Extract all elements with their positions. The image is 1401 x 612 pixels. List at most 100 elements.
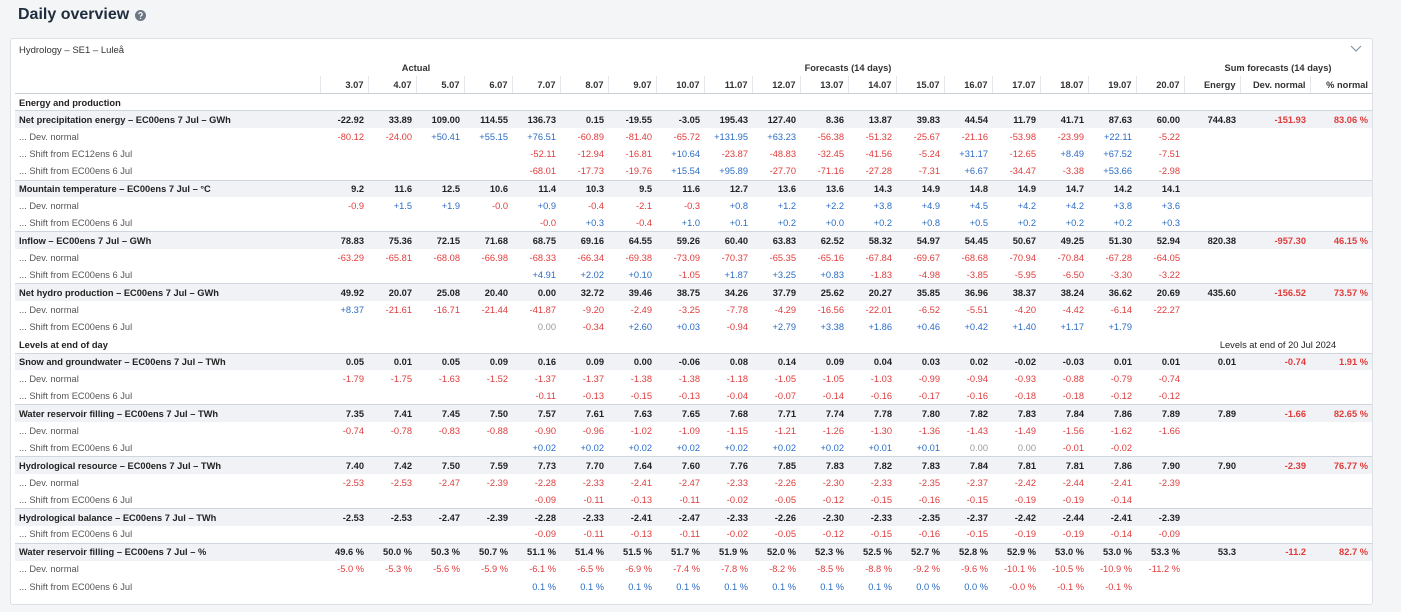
metric-row: Net precipitation energy – EC00ens 7 Jul… <box>15 110 1372 129</box>
value-cell: -0.17 <box>918 391 940 402</box>
value-cell: -2.39 <box>486 477 508 488</box>
empty-cell <box>1240 179 1310 198</box>
value-cell: +0.3 <box>1161 218 1180 229</box>
value-cell: -64.05 <box>1153 252 1180 263</box>
value-cell: 51.9 % <box>704 542 752 561</box>
value-cell: 20.69 <box>1136 283 1184 302</box>
value-cell: +2.2 <box>825 201 844 212</box>
metric-row: Hydrological balance – EC00ens 7 Jul – T… <box>15 508 1372 527</box>
column-header: 8.07 <box>559 76 608 95</box>
value-cell: -51.32 <box>865 131 892 142</box>
empty-cell <box>1310 301 1372 318</box>
value-cell: 59.26 <box>656 231 704 250</box>
help-icon[interactable] <box>135 9 147 21</box>
empty-cell <box>1184 267 1240 284</box>
section-row: Energy and production <box>15 94 1372 111</box>
value-cell: -73.09 <box>673 252 700 263</box>
value-cell: +0.02 <box>676 442 700 453</box>
value-cell: 14.9 <box>896 179 944 198</box>
value-cell: -1.36 <box>918 425 940 436</box>
value-cell: -0.15 <box>870 494 892 505</box>
value-cell: -25.67 <box>913 131 940 142</box>
empty-cell <box>368 526 416 543</box>
value-cell: 0.00 <box>1017 442 1036 453</box>
value-cell: +3.8 <box>873 201 892 212</box>
value-cell: -22.92 <box>320 110 368 129</box>
value-cell: +0.46 <box>916 322 940 333</box>
value-cell: 83.06 % <box>1310 110 1372 129</box>
row-label: Hydrological resource – EC00ens 7 Jul – … <box>15 456 320 475</box>
value-cell: 20.40 <box>464 283 512 302</box>
value-cell: -0.02 <box>992 352 1040 371</box>
value-cell: +0.03 <box>676 322 700 333</box>
value-cell: 51.7 % <box>656 542 704 561</box>
value-cell: -17.73 <box>577 166 604 177</box>
value-cell: 46.15 % <box>1310 231 1372 250</box>
value-cell: -0.94 <box>726 322 748 333</box>
collapse-toggle[interactable] <box>1350 45 1362 53</box>
empty-cell <box>1310 128 1372 145</box>
value-cell: -0.13 <box>630 494 652 505</box>
value-cell: -0.16 <box>918 494 940 505</box>
value-cell: +0.2 <box>777 218 796 229</box>
row-label: Net precipitation energy – EC00ens 7 Jul… <box>15 110 320 129</box>
value-cell: -1.62 <box>1110 425 1132 436</box>
value-cell: +0.3 <box>585 218 604 229</box>
value-cell: 73.57 % <box>1310 283 1372 302</box>
value-cell: -0.15 <box>870 529 892 540</box>
value-cell: -16.81 <box>625 149 652 160</box>
value-cell: 0.04 <box>848 352 896 371</box>
empty-cell <box>320 163 368 180</box>
value-cell: -68.08 <box>433 252 460 263</box>
value-cell: 39.83 <box>896 110 944 129</box>
value-cell: 7.35 <box>320 404 368 423</box>
metric-row: Net hydro production – EC00ens 7 Jul – G… <box>15 283 1372 302</box>
empty-cell <box>1310 508 1372 527</box>
row-label: ... Shift from EC00ens 6 Jul <box>19 494 133 505</box>
value-cell: +0.02 <box>628 442 652 453</box>
value-cell: -0.02 <box>726 494 748 505</box>
value-cell: -6.5 % <box>577 564 604 575</box>
value-cell: +0.0 <box>825 218 844 229</box>
value-cell: -2.35 <box>918 477 940 488</box>
value-cell: -0.4 <box>587 201 604 212</box>
value-cell: -0.14 <box>822 391 844 402</box>
value-cell: 7.78 <box>848 404 896 423</box>
value-cell: 82.7 % <box>1310 542 1372 561</box>
column-header: 12.07 <box>751 76 800 95</box>
value-cell: -2.39 <box>1158 477 1180 488</box>
metric-row: Inflow – EC00ens 7 Jul – GWh 78.83 75.36 72… <box>15 231 1372 250</box>
value-cell: 39.46 <box>608 283 656 302</box>
value-cell: -1.37 <box>534 373 556 384</box>
value-cell: 69.16 <box>560 231 608 250</box>
value-cell: +0.02 <box>820 442 844 453</box>
value-cell: 0.1 % <box>820 581 844 592</box>
value-cell: -0.88 <box>1062 373 1084 384</box>
value-cell: -0.11 <box>583 494 604 505</box>
value-cell: -6.14 <box>1110 304 1132 315</box>
empty-cell <box>368 267 416 284</box>
value-cell: 53.3 % <box>1136 542 1184 561</box>
value-cell: -0.05 <box>774 529 796 540</box>
value-cell: 0.09 <box>560 352 608 371</box>
value-cell: +0.9 <box>537 201 556 212</box>
value-cell: +0.02 <box>580 442 604 453</box>
value-cell: -0.15 <box>966 529 988 540</box>
value-cell: -24.00 <box>385 131 412 142</box>
value-cell: -0.06 <box>656 352 704 371</box>
row-label: ... Shift from EC00ens 6 Jul <box>19 442 133 453</box>
value-cell: 58.32 <box>848 231 896 250</box>
value-cell: 7.83 <box>800 456 848 475</box>
value-cell: -11.2 % <box>1148 564 1180 575</box>
value-cell: 51.30 <box>1088 231 1136 250</box>
value-cell: -0.13 <box>678 391 700 402</box>
empty-cell <box>1184 388 1240 405</box>
value-cell: 0.0 % <box>916 581 940 592</box>
value-cell: -2.30 <box>822 477 844 488</box>
value-cell: -0.9 <box>347 201 364 212</box>
value-cell: 20.27 <box>848 283 896 302</box>
empty-cell <box>1310 491 1372 508</box>
value-cell: -2.37 <box>944 508 992 527</box>
column-header: 11.07 <box>703 76 752 95</box>
value-cell: 7.64 <box>608 456 656 475</box>
